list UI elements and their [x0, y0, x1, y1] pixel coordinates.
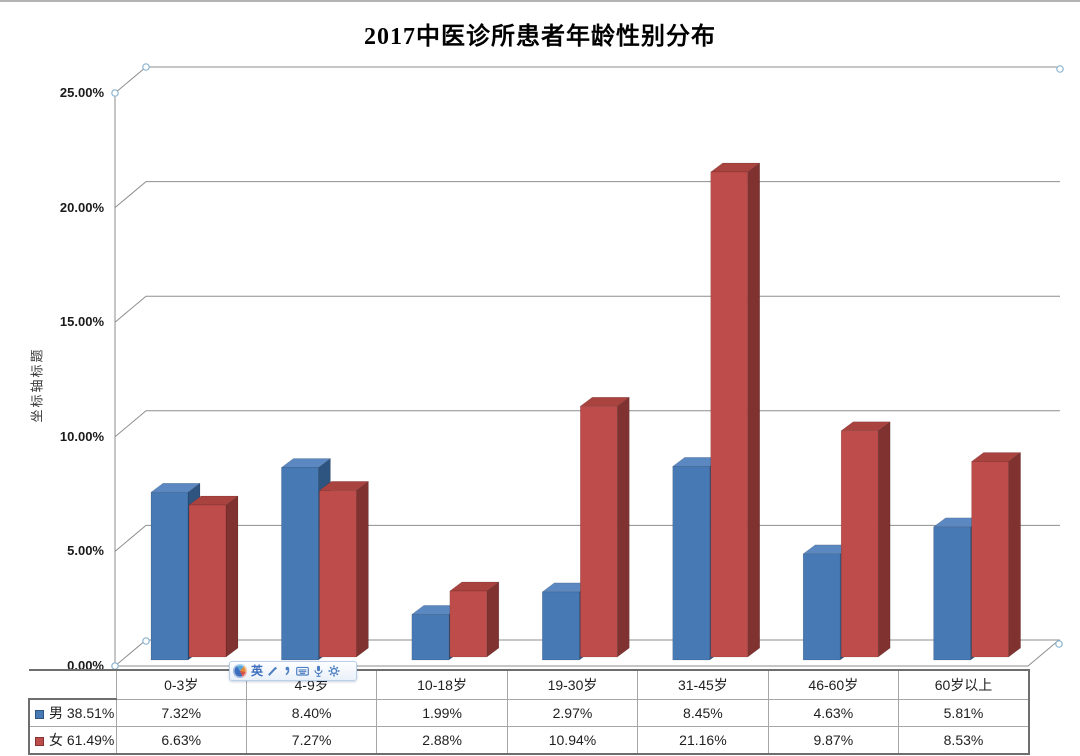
- category-label: 46-60岁: [767, 669, 900, 700]
- y-tick-label: 5.00%: [67, 543, 104, 559]
- table-value-cell: 2.97%: [506, 698, 639, 727]
- input-mode-label[interactable]: 英: [251, 664, 264, 678]
- bar-女-6-side[interactable]: [1008, 451, 1021, 658]
- table-value-cell: 7.27%: [245, 726, 378, 755]
- table-value-cell: 21.16%: [637, 726, 769, 755]
- category-label: 19-30岁: [506, 669, 639, 700]
- table-value-cell: 8.40%: [245, 698, 378, 727]
- gridline: [114, 295, 1060, 323]
- y-tick-label: 25.00%: [59, 85, 104, 100]
- handwriting-pen-icon[interactable]: [267, 665, 279, 677]
- legend-key-icon: [35, 737, 44, 746]
- floor-edge: [115, 639, 1060, 667]
- bar-女-0[interactable]: [188, 504, 227, 658]
- bar-女-5[interactable]: [840, 430, 879, 658]
- bar-男-4[interactable]: [672, 466, 710, 661]
- table-value-cell: 8.53%: [898, 726, 1030, 755]
- punctuation-icon[interactable]: [283, 665, 292, 677]
- table-header-row: 0-3岁 4-9岁 10-18岁 19-30岁 31-45岁 46-60岁 60岁以上: [29, 669, 1030, 700]
- table-spacer-cell: [29, 669, 116, 699]
- table-row-female: 女 61.49% 6.63% 7.27% 2.88% 10.94% 21.16% 9.87%…: [28, 726, 1030, 755]
- bar-女-0-side[interactable]: [225, 495, 239, 658]
- sogou-logo-icon[interactable]: [233, 664, 247, 678]
- bar-女-2-side[interactable]: [486, 581, 500, 658]
- selection-handle[interactable]: [1056, 65, 1064, 73]
- bar-女-4[interactable]: [710, 171, 748, 658]
- keyboard-icon[interactable]: [296, 665, 309, 677]
- bar-女-1[interactable]: [319, 490, 357, 658]
- chart-title: 2017中医诊所患者年龄性别分布: [364, 24, 716, 50]
- settings-gear-icon[interactable]: [328, 665, 340, 677]
- microphone-icon[interactable]: [313, 665, 324, 678]
- table-value-cell: 10.94%: [506, 726, 639, 755]
- table-row-male: 男 38.51% 7.32% 8.40% 1.99% 2.97% 8.45% 4.63% 5.…: [28, 698, 1030, 727]
- selection-handle[interactable]: [1055, 640, 1063, 648]
- bar-女-6[interactable]: [971, 461, 1009, 658]
- gridline: [114, 66, 1060, 94]
- table-value-cell: 4.63%: [767, 698, 900, 727]
- legend-label-male: 男 38.51%: [28, 698, 117, 727]
- bar-男-3[interactable]: [542, 591, 580, 661]
- legend-key-icon: [35, 710, 44, 719]
- table-value-cell: 7.32%: [115, 698, 247, 727]
- gridline: [114, 181, 1060, 208]
- bar-男-5[interactable]: [802, 553, 841, 661]
- y-tick-label: 10.00%: [59, 428, 104, 444]
- bar-女-3-side[interactable]: [617, 396, 630, 658]
- bar-女-4-side[interactable]: [747, 162, 760, 658]
- bar-男-1[interactable]: [281, 467, 319, 661]
- category-label: 31-45岁: [637, 669, 769, 700]
- selection-handle[interactable]: [111, 89, 119, 97]
- selection-handle[interactable]: [142, 63, 150, 71]
- table-value-cell: 1.99%: [376, 698, 508, 727]
- bar-男-2[interactable]: [411, 614, 450, 661]
- table-value-cell: 8.45%: [637, 698, 769, 727]
- category-label: 60岁以上: [898, 669, 1030, 700]
- table-value-cell: 9.87%: [767, 726, 900, 755]
- bar-男-6[interactable]: [933, 526, 971, 661]
- table-value-cell: 6.63%: [115, 726, 247, 755]
- bar-男-0[interactable]: [150, 491, 189, 661]
- bar-女-5-side[interactable]: [877, 421, 891, 658]
- selection-handle[interactable]: [142, 637, 150, 645]
- category-label: 0-3岁: [115, 669, 247, 700]
- ime-toolbar[interactable]: 英: [229, 661, 357, 681]
- chart-data-table: 0-3岁 4-9岁 10-18岁 19-30岁 31-45岁 46-60岁 60岁以上男 3…: [28, 669, 1030, 755]
- legend-text: 女 61.49%: [49, 732, 115, 748]
- table-value-cell: 2.88%: [376, 726, 508, 755]
- category-label: 10-18岁: [376, 669, 508, 700]
- bar-女-1-side[interactable]: [356, 480, 369, 658]
- legend-label-female: 女 61.49%: [28, 726, 117, 755]
- y-tick-label: 20.00%: [59, 199, 104, 215]
- legend-text: 男 38.51%: [49, 705, 115, 721]
- table-value-cell: 5.81%: [898, 698, 1030, 727]
- bar-女-2[interactable]: [449, 590, 488, 658]
- y-tick-label: 15.00%: [59, 314, 104, 330]
- window-top-edge: [0, 0, 1080, 2]
- bar-女-3[interactable]: [580, 406, 618, 658]
